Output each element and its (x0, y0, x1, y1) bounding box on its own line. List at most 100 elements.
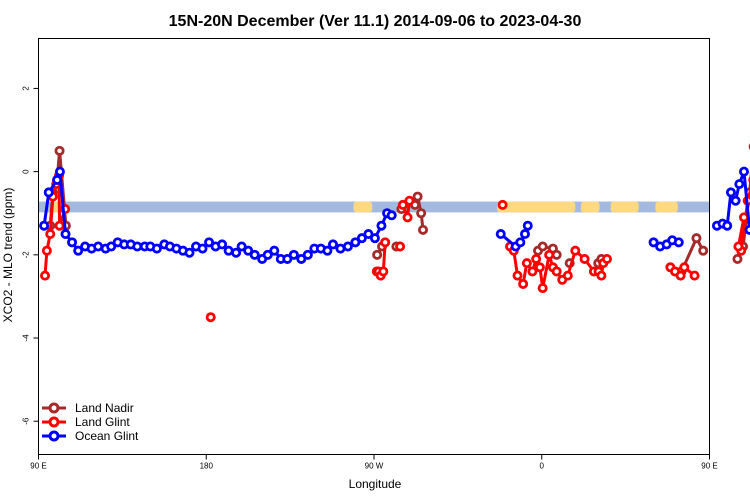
data-point (205, 312, 216, 323)
legend-marker-land-nadir (48, 402, 60, 414)
land-band-segment (655, 201, 678, 213)
legend-label-land-glint: Land Glint (75, 415, 130, 429)
y-axis-label: XCO2 - MLO trend (ppm) (1, 188, 15, 323)
data-point (495, 229, 506, 240)
data-point (733, 241, 744, 252)
data-point (322, 245, 333, 256)
legend-item-land-nadir: Land Nadir (42, 401, 134, 415)
x-axis: 90 E 180 90 W 0 90 E (30, 454, 718, 471)
data-point (243, 245, 254, 256)
data-point (52, 174, 63, 185)
data-point (725, 187, 736, 198)
data-point (54, 166, 65, 177)
data-point (342, 241, 353, 252)
data-point (679, 262, 690, 273)
data-point (386, 210, 397, 221)
data-point (412, 191, 423, 202)
land-band-segment (580, 201, 600, 213)
data-point (691, 233, 702, 244)
data-point (562, 270, 573, 281)
y-tick-label: -2 (22, 251, 31, 259)
data-point (369, 233, 380, 244)
data-point (327, 239, 338, 250)
legend-marker-land-glint (48, 416, 60, 428)
data-point (43, 187, 54, 198)
data-point (350, 237, 361, 248)
data-point (45, 229, 56, 240)
data-point (522, 220, 533, 231)
data-point (416, 208, 427, 219)
data-point (67, 237, 78, 248)
data-point (689, 270, 700, 281)
data-point (537, 283, 548, 294)
data-point (418, 224, 429, 235)
x-tick-label: 90 W (365, 462, 384, 471)
surface-band (38, 201, 710, 213)
data-point (518, 278, 529, 289)
data-point (269, 245, 280, 256)
data-point (288, 249, 299, 260)
data-point (41, 245, 52, 256)
data-point (730, 195, 741, 206)
x-tick-label: 0 (540, 462, 545, 471)
data-point (534, 262, 545, 273)
data-point (54, 220, 65, 231)
data-point (376, 220, 387, 231)
legend-marker-ocean-glint (48, 430, 60, 442)
data-point (54, 145, 65, 156)
data-point (544, 249, 555, 260)
data-point (402, 212, 413, 223)
data-point (60, 229, 71, 240)
data-point (236, 241, 247, 252)
data-point (231, 247, 242, 258)
data-point (372, 249, 383, 260)
data-point (378, 266, 389, 277)
land-band-segment (497, 201, 576, 213)
legend-label-ocean-glint: Ocean Glint (75, 429, 139, 443)
legend: Land Nadir Land Glint Ocean Glint (42, 401, 139, 443)
data-point (579, 253, 590, 264)
data-point (531, 253, 542, 264)
chart-title: 15N-20N December (Ver 11.1) 2014-09-06 t… (169, 13, 582, 30)
land-band-segment (353, 201, 373, 213)
y-tick-label: 0 (22, 169, 31, 174)
data-point (40, 270, 51, 281)
series-ocean-glint (39, 166, 750, 264)
x-tick-label: 180 (200, 462, 214, 471)
data-point (601, 253, 612, 264)
y-axis: -6 -4 -2 0 2 (22, 86, 39, 425)
data-point (596, 270, 607, 281)
data-point (39, 220, 50, 231)
data-point (515, 237, 526, 248)
data-point (356, 233, 367, 244)
data-point (738, 212, 749, 223)
legend-item-ocean-glint: Ocean Glint (42, 429, 139, 443)
data-point (73, 245, 84, 256)
y-tick-label: -4 (22, 334, 31, 342)
data-point (249, 249, 260, 260)
data-point (262, 249, 273, 260)
data-point (282, 253, 293, 264)
y-tick-label: 2 (22, 86, 31, 91)
data-point (397, 199, 408, 210)
data-point (197, 243, 208, 254)
x-tick-label: 90 E (30, 462, 46, 471)
data-point (734, 179, 745, 190)
land-band-segment (610, 201, 639, 213)
data-point (648, 237, 659, 248)
data-point (521, 258, 532, 269)
series-layer (39, 143, 750, 323)
y-tick-label: -6 (22, 417, 31, 425)
data-point (184, 247, 195, 258)
data-point (722, 220, 733, 231)
ocean-band (38, 201, 710, 213)
data-point (217, 239, 228, 250)
data-point (497, 199, 508, 210)
x-tick-label: 90 E (701, 462, 717, 471)
data-point (673, 237, 684, 248)
data-point (380, 237, 391, 248)
data-point (744, 224, 750, 235)
data-point (395, 241, 406, 252)
legend-item-land-glint: Land Glint (42, 415, 130, 429)
